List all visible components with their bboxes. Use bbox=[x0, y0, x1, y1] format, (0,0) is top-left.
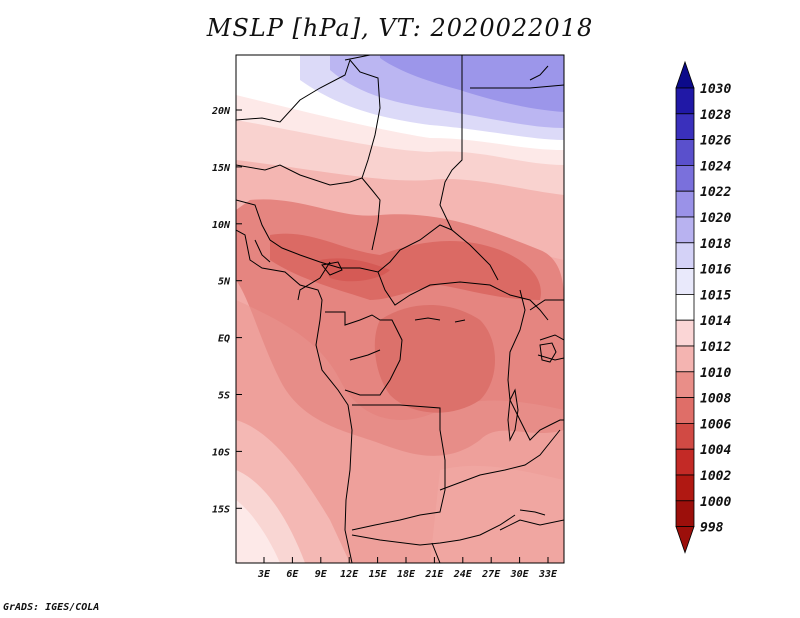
colorbar-cell bbox=[675, 139, 695, 166]
colorbar-cell bbox=[675, 190, 695, 218]
colorbar-label: 1026 bbox=[700, 134, 731, 149]
border-south-3 bbox=[351, 514, 516, 546]
colorbar-label: 1014 bbox=[700, 314, 731, 329]
lon-label: 24E bbox=[453, 569, 473, 580]
lon-label: 21E bbox=[424, 569, 444, 580]
borders bbox=[236, 55, 564, 563]
colorbar-label: 1008 bbox=[700, 392, 731, 407]
credit-label: GrADS: IGES/COLA bbox=[3, 602, 100, 613]
lake-northeast bbox=[539, 342, 557, 363]
border-east-2 bbox=[529, 299, 564, 311]
lon-label: 6E bbox=[286, 569, 299, 580]
colorbar-label: 1030 bbox=[700, 82, 731, 97]
colorbar-cell bbox=[675, 164, 695, 192]
lon-label: 9E bbox=[315, 569, 328, 580]
lake-northwest bbox=[321, 261, 343, 276]
colorbar-label: 1006 bbox=[700, 417, 731, 432]
colorbar-cell bbox=[675, 242, 695, 270]
border-south-1 bbox=[351, 404, 446, 531]
border-center-2 bbox=[377, 271, 549, 321]
coastline-northeast bbox=[529, 65, 549, 81]
colorbar-label: 1004 bbox=[700, 443, 731, 458]
colorbar-cell bbox=[675, 500, 695, 527]
colorbar-label: 998 bbox=[700, 521, 724, 536]
lon-label: 3E bbox=[257, 569, 271, 580]
lat-label: 15S bbox=[212, 504, 230, 515]
colorbar: 1030 1028 1026 1024 1022 1020 1018 1016 1015 1014… bbox=[675, 60, 731, 554]
colorbar-cell bbox=[675, 268, 695, 295]
lat-label: 5N bbox=[218, 277, 231, 288]
river-center-2 bbox=[454, 319, 466, 323]
lon-label: 12E bbox=[340, 569, 359, 580]
border-center-3 bbox=[325, 311, 403, 396]
colorbar-cell bbox=[675, 474, 695, 502]
border-north-1 bbox=[236, 58, 381, 251]
border-south-4 bbox=[431, 519, 564, 563]
colorbar-cell bbox=[675, 345, 695, 373]
field-band-1004-south bbox=[374, 305, 495, 413]
colorbar-label: 1012 bbox=[700, 340, 731, 355]
lon-label: 33E bbox=[538, 569, 558, 580]
colorbar-label: 1016 bbox=[700, 263, 731, 278]
border-west-2 bbox=[254, 239, 271, 263]
field-band-1020 bbox=[380, 55, 564, 112]
colorbar-label: 1018 bbox=[700, 237, 731, 252]
colorbar-cell bbox=[675, 113, 695, 141]
lat-label: 15N bbox=[212, 163, 231, 174]
lon-label: 30E bbox=[510, 569, 530, 580]
lat-label: EQ bbox=[218, 334, 230, 345]
plot-frame bbox=[235, 54, 565, 564]
river-center bbox=[414, 317, 441, 321]
colorbar-label: 1015 bbox=[700, 288, 731, 303]
lake-south bbox=[519, 509, 546, 516]
border-east-1 bbox=[507, 289, 564, 441]
colorbar-label: 1022 bbox=[700, 185, 731, 200]
field-band-1002 bbox=[320, 258, 390, 282]
lon-label: 15E bbox=[369, 569, 388, 580]
colorbar-cell bbox=[675, 216, 695, 244]
lon-label: 18E bbox=[397, 569, 416, 580]
coastline-west bbox=[236, 229, 353, 563]
colorbar-cell bbox=[675, 319, 695, 347]
border-north-2 bbox=[344, 55, 499, 281]
colorbar-cell bbox=[675, 448, 695, 476]
border-east-3 bbox=[537, 334, 564, 361]
lon-axis: 3E 6E 9E 12E 15E 18E 21E 24E 27E 30E 33E bbox=[257, 557, 558, 580]
colorbar-bottom-arrow bbox=[675, 526, 695, 554]
colorbar-label: 1002 bbox=[700, 469, 731, 484]
colorbar-cell bbox=[675, 371, 695, 398]
map-title: MSLP [hPa], VT: 2020022018 bbox=[206, 14, 594, 42]
colorbar-label: 1024 bbox=[700, 159, 731, 174]
lat-label: 20N bbox=[211, 106, 231, 117]
lat-label: 10S bbox=[212, 447, 230, 458]
colorbar-label: 1020 bbox=[700, 211, 731, 226]
colorbar-label: 1000 bbox=[700, 495, 731, 510]
field-band-1014-south bbox=[236, 500, 280, 563]
border-center-1 bbox=[297, 261, 331, 301]
colorbar-label: 1010 bbox=[700, 366, 731, 381]
border-north-3 bbox=[236, 164, 363, 186]
colorbar-cell bbox=[675, 422, 695, 450]
colorbar-cell bbox=[675, 293, 695, 321]
colorbar-cell bbox=[675, 87, 695, 115]
pressure-field bbox=[236, 55, 564, 563]
border-south-2 bbox=[439, 429, 561, 491]
lat-label: 5S bbox=[218, 391, 230, 402]
colorbar-cell bbox=[675, 397, 695, 424]
lat-axis: 20N 15N 10N 5N EQ 5S 10S 15S bbox=[211, 106, 242, 515]
lake-east bbox=[507, 388, 519, 442]
border-west-1 bbox=[236, 199, 453, 273]
colorbar-top-arrow bbox=[675, 60, 695, 89]
lon-label: 27E bbox=[481, 569, 501, 580]
border-center-4 bbox=[349, 349, 381, 361]
lat-label: 10N bbox=[212, 220, 231, 231]
border-northeast bbox=[470, 84, 564, 89]
colorbar-label: 1028 bbox=[700, 108, 731, 123]
